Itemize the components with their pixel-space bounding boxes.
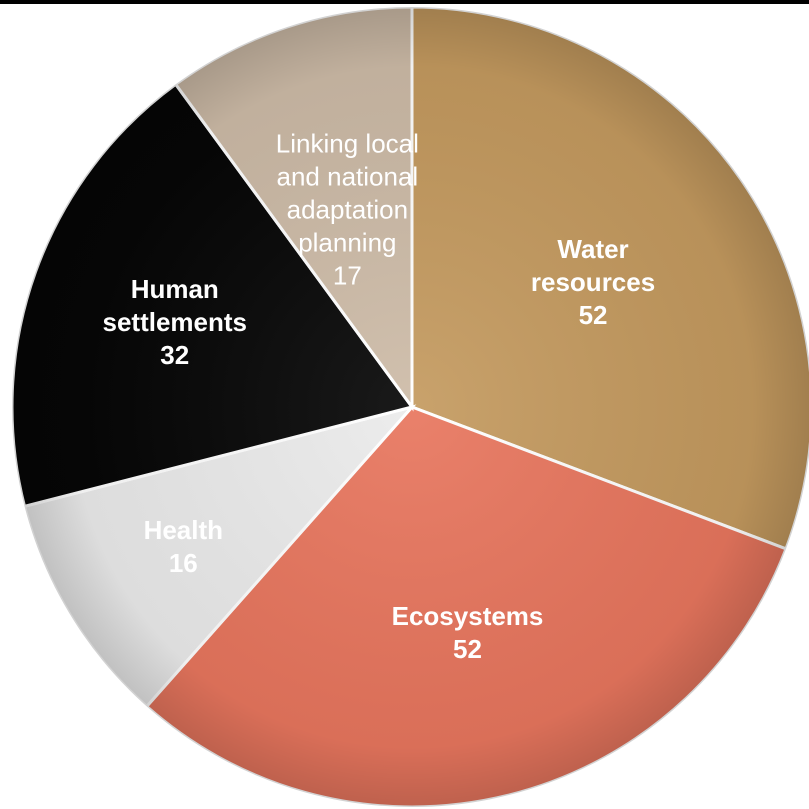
pie-slice-category: Health (144, 515, 223, 545)
pie-slice-label-2: Health 16 (144, 515, 223, 578)
pie-slice-value: 17 (333, 260, 362, 290)
pie-slice-category: Water (557, 234, 628, 264)
pie-slice-label-0: Water resources 52 (531, 234, 655, 330)
pie-slice-category: adaptation (287, 194, 408, 224)
pie-slice-label-4: Linking local and national adaptation plann… (276, 128, 419, 290)
pie-slice-category: planning (298, 227, 396, 257)
pie-slices (10, 5, 809, 809)
pie-slice-value: 16 (169, 548, 198, 578)
pie-slice-category: settlements (103, 307, 248, 337)
pie-slice-label-3: Human settlements 32 (103, 274, 248, 370)
pie-slice-value: 52 (453, 634, 482, 664)
pie-slice-value: 32 (160, 340, 189, 370)
pie-slice-category: and national (277, 161, 419, 191)
pie-slice-value: 52 (579, 300, 608, 330)
pie-slice-category: Human (131, 274, 219, 304)
pie-slice-label-1: Ecosystems 52 (392, 601, 544, 664)
pie-slice-category: Ecosystems (392, 601, 544, 631)
pie-slice-category: resources (531, 267, 655, 297)
pie-slice-category: Linking local (276, 128, 419, 158)
top-border (0, 0, 809, 4)
